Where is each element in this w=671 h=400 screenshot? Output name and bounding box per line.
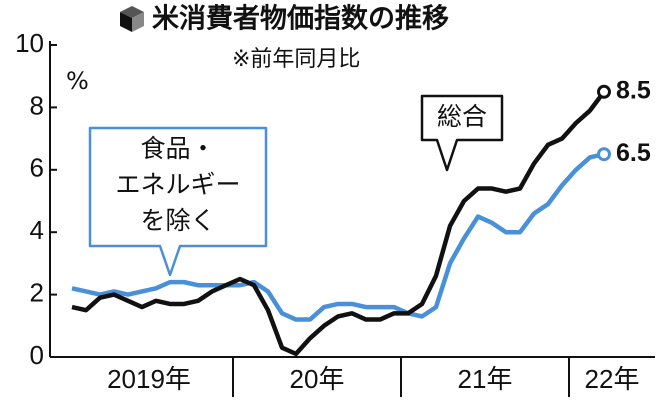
- series-line: [71, 90, 606, 357]
- series-line: [71, 152, 605, 322]
- x-tick-label: 22年: [585, 364, 640, 394]
- y-tick-label: 6: [30, 153, 44, 183]
- y-tick-label: 2: [30, 277, 44, 307]
- x-tick-label: 21年: [458, 364, 513, 394]
- title-icon: [120, 6, 144, 32]
- y-tick-label: 10: [15, 28, 44, 58]
- end-marker: [597, 84, 611, 99]
- subtitle: ※前年同月比: [232, 47, 360, 72]
- y-tick-label: 4: [30, 215, 44, 245]
- y-tick-label: 0: [30, 340, 44, 370]
- callout-label: 食品・: [140, 134, 215, 163]
- end-value-label: 6.5: [616, 139, 651, 167]
- y-unit: %: [66, 67, 89, 95]
- callout-label: エネルギー: [115, 170, 240, 199]
- chart-title: 米消費者物価指数の推移: [152, 4, 449, 35]
- x-tick-label: 20年: [290, 364, 345, 394]
- callout-box: [88, 126, 268, 277]
- end-marker: [597, 147, 611, 162]
- end-value-label: 8.5: [616, 76, 651, 104]
- total-callout: 総合: [420, 94, 504, 172]
- x-tick-label: 2019年: [107, 364, 191, 394]
- y-tick-label: 8: [30, 90, 44, 120]
- callout-label: を除く: [140, 206, 215, 235]
- callout-label: 総合: [437, 102, 487, 131]
- callout-box: [420, 94, 504, 172]
